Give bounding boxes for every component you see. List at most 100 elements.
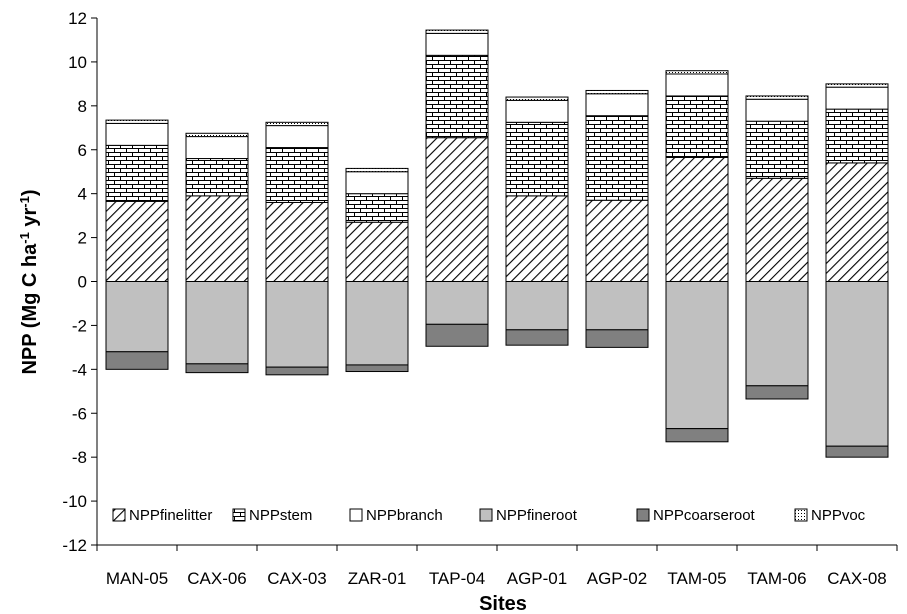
bar-NPPfineroot-CAX-03 [265,281,329,368]
legend-label-NPPfinelitter: NPPfinelitter [129,507,212,524]
y-tick-label: 2 [78,229,87,248]
x-tick-label-TAP-04: TAP-04 [429,569,485,588]
x-tick-label-AGP-01: AGP-01 [507,569,567,588]
y-tick-label: -10 [62,492,87,511]
y-tick-label: -2 [72,316,87,335]
legend-label-NPPfineroot: NPPfineroot [496,507,578,524]
bar-NPPfinelitter-AGP-01 [505,195,569,282]
bar-NPPcoarseroot-CAX-08 [825,445,889,458]
y-axis-title-mid: yr [19,208,41,233]
x-tick-label-AGP-02: AGP-02 [587,569,647,588]
bar-NPPfinelitter-AGP-02 [585,199,649,282]
ticks-layer: MAN-05 CAX-06 CAX-03 ZAR-01 TAP-04 AGP-01 AGP-… [62,9,886,588]
bar-NPPcoarseroot-CAX-03 [265,366,329,376]
bar-NPPbranch-CAX-08 [825,86,889,110]
x-tick-label-TAM-06: TAM-06 [747,569,806,588]
bar-NPPcoarseroot-AGP-01 [505,329,569,346]
legend-swatch-NPPfinelitter [112,508,126,522]
bar-NPPfineroot-ZAR-01 [345,281,409,366]
bar-NPPbranch-CAX-03 [265,125,329,149]
x-axis-title: Sites [479,593,527,614]
y-tick-label: 10 [68,53,87,72]
legend-swatch-NPPvoc [794,508,808,522]
bar-NPPbranch-TAP-04 [425,32,489,56]
y-tick-label: 0 [78,273,87,292]
bar-NPPfineroot-TAM-05 [665,281,729,430]
bar-NPPcoarseroot-TAM-06 [745,385,809,400]
y-tick-label: -4 [72,360,87,379]
legend: NPPfinelitter NPPstem NPPbranch NPPfineroot… [112,507,866,524]
bar-NPPfinelitter-CAX-03 [265,201,329,282]
y-tick-label: 6 [78,141,87,160]
bar-NPPstem-AGP-02 [585,115,649,201]
bar-NPPstem-CAX-06 [185,158,249,197]
bars-layer [105,29,889,458]
bar-NPPstem-CAX-03 [265,147,329,203]
bar-NPPvoc-TAM-05 [665,70,729,75]
bar-NPPcoarseroot-AGP-02 [585,329,649,348]
y-axis-title: NPP (Mg C ha-1 yr-1) [17,189,42,374]
bar-NPPfinelitter-TAM-05 [665,156,729,282]
bar-NPPfineroot-TAP-04 [425,281,489,325]
axes-layer [91,17,898,551]
x-tick-label-ZAR-01: ZAR-01 [348,569,407,588]
bar-NPPstem-TAM-05 [665,95,729,158]
y-axis-title-sup1: -1 [17,232,32,244]
bar-NPPvoc-MAN-05 [105,119,169,124]
legend-swatch-NPPstem [232,508,246,522]
bar-NPPfineroot-CAX-08 [825,281,889,447]
bar-NPPvoc-TAP-04 [425,29,489,34]
bar-NPPvoc-AGP-01 [505,96,569,101]
x-tick-label-CAX-08: CAX-08 [827,569,887,588]
bar-NPPvoc-CAX-06 [185,132,249,138]
y-axis-title-end: ) [19,189,41,196]
legend-label-NPPstem: NPPstem [249,507,312,524]
bar-NPPbranch-TAM-05 [665,73,729,97]
bar-NPPfineroot-AGP-02 [585,281,649,331]
bar-NPPstem-TAP-04 [425,54,489,139]
y-tick-label: 4 [78,185,87,204]
bar-NPPfineroot-MAN-05 [105,281,169,353]
bar-NPPvoc-ZAR-01 [345,167,409,173]
y-tick-label: -8 [72,448,87,467]
bar-NPPbranch-AGP-01 [505,99,569,123]
bar-NPPstem-TAM-06 [745,120,809,179]
y-tick-label: -12 [62,536,87,555]
y-axis-title-sup2: -1 [17,196,32,208]
legend-label-NPPvoc: NPPvoc [811,507,866,524]
bar-NPPfinelitter-CAX-06 [185,195,249,282]
bar-NPPfinelitter-MAN-05 [105,200,169,282]
bar-NPPfinelitter-TAP-04 [425,137,489,282]
legend-label-NPPcoarseroot: NPPcoarseroot [653,507,756,524]
bar-NPPbranch-ZAR-01 [345,171,409,195]
bar-NPPfineroot-AGP-01 [505,281,569,331]
x-tick-label-MAN-05: MAN-05 [106,569,168,588]
bar-NPPcoarseroot-MAN-05 [105,351,169,370]
bar-NPPcoarseroot-TAM-05 [665,428,729,443]
bar-NPPvoc-CAX-08 [825,83,889,88]
bar-NPPstem-ZAR-01 [345,193,409,223]
bar-NPPfinelitter-ZAR-01 [345,221,409,282]
y-tick-label: 12 [68,9,87,28]
bar-NPPcoarseroot-ZAR-01 [345,364,409,373]
bar-NPPbranch-CAX-06 [185,136,249,160]
legend-label-NPPbranch: NPPbranch [366,507,443,524]
legend-swatch-NPPcoarseroot [636,508,650,522]
x-tick-label-TAM-05: TAM-05 [667,569,726,588]
bar-NPPcoarseroot-TAP-04 [425,323,489,347]
bar-NPPstem-CAX-08 [825,108,889,164]
x-tick-label-CAX-06: CAX-06 [187,569,247,588]
bar-NPPstem-MAN-05 [105,144,169,202]
bar-NPPvoc-CAX-03 [265,121,329,127]
bar-NPPbranch-AGP-02 [585,93,649,117]
bar-NPPfineroot-TAM-06 [745,281,809,387]
y-tick-label: 8 [78,97,87,116]
bar-NPPvoc-AGP-02 [585,89,649,95]
x-tick-label-CAX-03: CAX-03 [267,569,327,588]
y-axis-title-main: NPP (Mg C ha [19,243,41,375]
bar-NPPcoarseroot-CAX-06 [185,363,249,374]
bar-NPPbranch-TAM-06 [745,98,809,122]
bar-NPPfinelitter-CAX-08 [825,162,889,282]
bar-NPPbranch-MAN-05 [105,122,169,146]
